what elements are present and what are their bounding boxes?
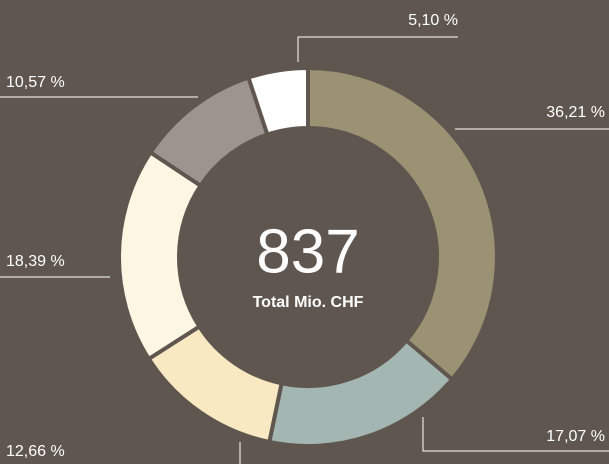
total-value: 837 xyxy=(256,217,359,286)
segment-label: 18,39 % xyxy=(6,253,65,270)
segment-label: 10,57 % xyxy=(6,74,65,91)
segment-label: 36,21 % xyxy=(546,104,605,121)
donut-segment xyxy=(245,65,310,138)
segment-label: 17,07 % xyxy=(546,428,605,445)
leader-line xyxy=(297,36,458,62)
leader-line xyxy=(422,417,609,452)
segment-label: 5,10 % xyxy=(408,12,458,29)
segment-label: 12,66 % xyxy=(6,443,65,460)
total-label: Total Mio. CHF xyxy=(253,294,364,311)
donut-segment xyxy=(306,65,499,383)
